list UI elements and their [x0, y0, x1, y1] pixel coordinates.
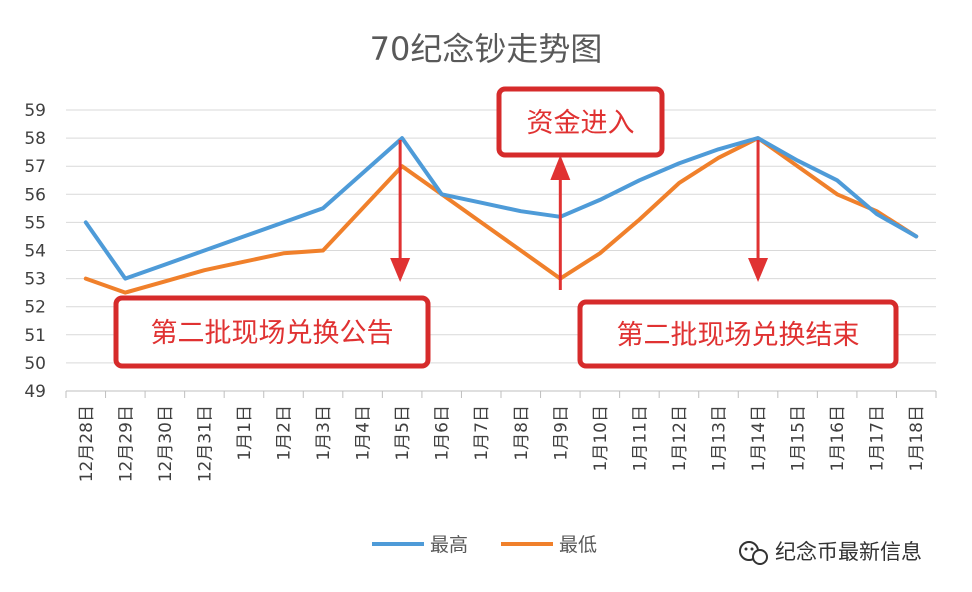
y-tick-label: 56 [24, 185, 46, 205]
arrow-head [748, 258, 769, 282]
x-tick-label: 1月5日 [393, 405, 413, 461]
x-tick-label: 1月17日 [868, 405, 888, 471]
y-axis-ticks: 49 50 51 52 53 54 55 56 57 58 59 [24, 101, 46, 402]
annotation-text: 资金进入 [527, 108, 635, 139]
annotation-box [577, 299, 899, 369]
x-tick-label: 1月16日 [828, 405, 848, 471]
annotation-text: 第二批现场兑换结束 [617, 320, 860, 351]
legend-label: 最低 [559, 534, 597, 556]
x-tick-label: 1月2日 [275, 405, 295, 461]
x-tick-label: 1月3日 [314, 405, 334, 461]
x-tick-label: 1月8日 [512, 405, 532, 461]
y-tick-label: 59 [24, 101, 46, 121]
wechat-icon [739, 541, 768, 565]
x-tick-label: 1月1日 [235, 405, 255, 461]
y-tick-label: 53 [24, 270, 46, 290]
x-tick-label: 12月31日 [195, 405, 215, 482]
series-lines [83, 136, 919, 295]
x-tick-label: 12月30日 [156, 405, 176, 482]
x-tick-label: 1月9日 [551, 405, 571, 461]
x-axis-ticks: 12月28日 12月29日 12月30日 12月31日 1月1日 1月2日 1月3日 1月4日… [65, 390, 937, 482]
series-line-最低 [83, 136, 919, 295]
y-tick-label: 51 [24, 326, 46, 346]
y-tick-label: 50 [24, 354, 46, 374]
x-tick-label: 12月28日 [77, 405, 97, 482]
legend-label: 最高 [430, 534, 468, 556]
annotation-box [113, 295, 431, 369]
series-line-最高 [83, 136, 919, 281]
x-tick-label: 12月29日 [116, 405, 136, 482]
y-tick-label: 55 [24, 213, 46, 233]
watermark-text: 纪念币最新信息 [775, 540, 922, 564]
annotation: 第二批现场兑换结束 [577, 140, 899, 369]
y-tick-label: 52 [24, 298, 46, 318]
y-tick-label: 57 [24, 157, 46, 177]
x-tick-label: 1月12日 [670, 405, 690, 471]
arrow-head [390, 258, 411, 282]
y-tick-label: 54 [24, 242, 46, 262]
x-tick-label: 1月15日 [789, 405, 809, 471]
annotation-box [496, 86, 665, 158]
x-tick-label: 1月13日 [710, 405, 730, 471]
x-tick-label: 1月7日 [472, 405, 492, 461]
watermark: 纪念币最新信息 [739, 540, 922, 565]
x-tick-label: 1月18日 [907, 405, 927, 471]
x-tick-label: 1月10日 [591, 405, 611, 471]
annotation-text: 第二批现场兑换公告 [151, 318, 394, 349]
annotation: 资金进入 [496, 86, 665, 290]
x-tick-label: 1月4日 [354, 405, 374, 461]
annotation: 第二批现场兑换公告 [113, 140, 431, 369]
y-tick-label: 49 [24, 382, 46, 402]
arrow-head [550, 155, 571, 180]
x-tick-label: 1月14日 [749, 405, 769, 471]
chart-title: 70纪念钞走势图 [370, 30, 603, 68]
x-tick-label: 1月11日 [630, 405, 650, 471]
legend: 最高 最低 [372, 534, 597, 556]
x-tick-label: 1月6日 [433, 405, 453, 461]
y-tick-label: 58 [24, 129, 46, 149]
